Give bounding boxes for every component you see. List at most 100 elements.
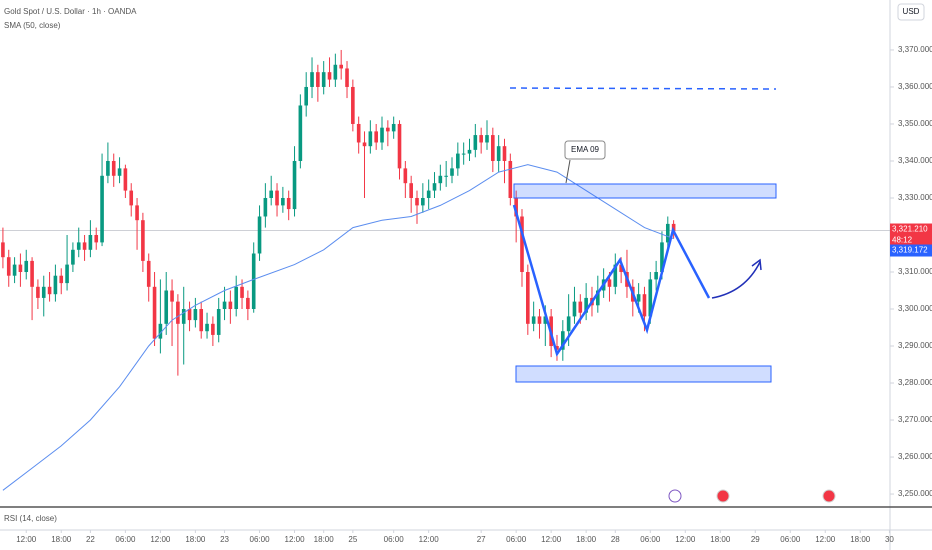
candle-body xyxy=(36,286,40,298)
sma-price-badge xyxy=(890,244,932,257)
y-tick-label: 3,280.000 xyxy=(898,378,932,387)
event-icon[interactable] xyxy=(822,489,836,503)
candle-body xyxy=(257,216,262,254)
x-tick-label: 06:00 xyxy=(780,535,801,544)
candle-body xyxy=(660,242,664,273)
candle-body xyxy=(339,64,343,69)
candle-body xyxy=(263,197,268,217)
candle-body xyxy=(286,197,291,210)
candle-body xyxy=(409,183,413,198)
candle-body xyxy=(537,316,542,324)
x-tick-label: 12:00 xyxy=(675,535,696,544)
candle-body xyxy=(502,146,507,161)
candle-body xyxy=(100,175,104,243)
y-tick-label: 3,260.000 xyxy=(898,452,932,461)
candle-body xyxy=(491,135,495,161)
candle-body xyxy=(106,160,110,176)
rsi-label: RSI (14, close) xyxy=(4,514,57,523)
candle-body xyxy=(397,123,402,169)
candle-body xyxy=(421,197,425,206)
candle-body xyxy=(269,190,274,198)
candle-body xyxy=(345,68,349,87)
candle-body xyxy=(94,234,99,243)
candle-body xyxy=(111,160,116,176)
candle-body xyxy=(170,290,174,302)
y-tick-label: 3,350.000 xyxy=(898,119,932,128)
candle-body xyxy=(117,168,122,176)
candle-body xyxy=(6,257,11,276)
candle-body xyxy=(47,286,52,295)
candle-body xyxy=(461,153,466,155)
candle-body xyxy=(129,190,134,206)
resistance-zone xyxy=(513,183,777,199)
candle-body xyxy=(135,205,139,221)
candle-body xyxy=(30,260,34,287)
candle-body xyxy=(456,153,460,169)
x-tick-label: 18:00 xyxy=(51,535,72,544)
candle-body xyxy=(467,149,472,154)
x-tick-label: 06:00 xyxy=(250,535,271,544)
arrow-head xyxy=(751,258,762,271)
candle-body xyxy=(1,242,5,258)
y-tick-label: 3,290.000 xyxy=(898,341,932,350)
candle-body xyxy=(566,316,571,332)
x-tick-label: 29 xyxy=(751,535,760,544)
candle-body xyxy=(228,301,233,310)
x-tick-label: 22 xyxy=(86,535,95,544)
y-tick-label: 3,360.000 xyxy=(898,82,932,91)
candle-body xyxy=(18,264,23,273)
event-icon[interactable] xyxy=(716,489,730,503)
x-tick-label: 12:00 xyxy=(541,535,562,544)
candle-body xyxy=(432,183,437,191)
event-icon[interactable] xyxy=(668,489,682,503)
projection-arrow xyxy=(711,261,761,299)
candle-body xyxy=(526,272,530,324)
callout-text: EMA 09 xyxy=(571,145,600,154)
callout-pointer xyxy=(565,159,571,184)
x-tick-label: 06:00 xyxy=(115,535,136,544)
x-tick-label: 23 xyxy=(220,535,229,544)
countdown-label: 48:12 xyxy=(892,236,913,245)
last-price-badge xyxy=(890,223,932,248)
y-tick-label: 3,330.000 xyxy=(898,193,932,202)
candle-body xyxy=(613,264,618,287)
candle-body xyxy=(444,175,448,177)
candle-body xyxy=(531,316,536,324)
candle-body xyxy=(607,279,612,287)
candle-body xyxy=(181,309,186,324)
currency-box[interactable] xyxy=(897,3,925,21)
candle-body xyxy=(496,146,501,161)
candle-body xyxy=(403,168,408,184)
candle-body xyxy=(362,142,367,147)
candle-body xyxy=(193,309,198,321)
candle-body xyxy=(391,123,396,132)
candle-body xyxy=(187,309,192,321)
candle-body xyxy=(595,290,600,306)
candle-body xyxy=(374,131,378,143)
currency[interactable]: USD xyxy=(903,7,920,16)
candle-body xyxy=(240,286,244,298)
candle-body xyxy=(508,160,513,198)
x-tick-label: 25 xyxy=(348,535,357,544)
candle-body xyxy=(88,234,93,250)
candle-body xyxy=(158,323,163,339)
x-tick-label: 12:00 xyxy=(419,535,440,544)
x-tick-label: 06:00 xyxy=(384,535,405,544)
y-tick-label: 3,370.000 xyxy=(898,45,932,54)
candle-body xyxy=(222,301,227,310)
candle-body xyxy=(216,309,221,335)
x-tick-label: 12:00 xyxy=(16,535,37,544)
y-tick-label: 3,340.000 xyxy=(898,156,932,165)
dashed-target-line xyxy=(509,87,777,90)
candle-body xyxy=(386,127,390,132)
candle-body xyxy=(356,123,361,143)
candle-body xyxy=(642,294,647,317)
candle-body xyxy=(415,197,419,206)
candle-body xyxy=(164,290,169,324)
candle-body xyxy=(281,197,285,206)
candle-body xyxy=(246,297,250,310)
x-tick-label: 12:00 xyxy=(815,535,836,544)
candle-body xyxy=(65,264,69,284)
